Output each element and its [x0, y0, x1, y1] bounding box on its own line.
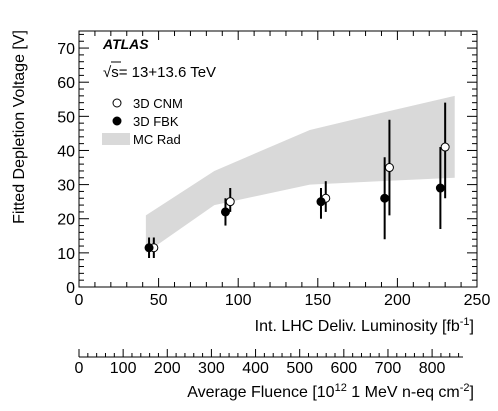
y-tick-label: 70: [57, 41, 75, 58]
mc-rad-band: [145, 95, 455, 253]
x-axis-title-sup: -1: [460, 316, 470, 328]
fluence-tick-label: 800: [419, 360, 446, 377]
mc-rad-band-layer: [145, 95, 455, 253]
y-axis-title: Fitted Depletion Voltage [V]: [11, 30, 28, 224]
point-3d-fbk: [380, 193, 390, 203]
fluence-title-sup1: 12: [335, 382, 347, 394]
legend-label-3d-fbk: 3D FBK: [133, 114, 179, 129]
fluence-tick-label: 100: [110, 360, 137, 377]
x-tick-label: 0: [75, 292, 84, 309]
fluence-title-end: ]: [470, 384, 474, 401]
y-tick-label: 10: [57, 246, 75, 263]
x-tick-label: 150: [304, 292, 331, 309]
y-tick-label: 60: [57, 75, 75, 92]
x-axis-title: Int. LHC Deliv. Luminosity [fb-1]: [255, 316, 474, 335]
y-tick-label: 0: [66, 280, 75, 297]
energy-value: s= 13+13.6 TeV: [111, 64, 216, 81]
fluence-title-prefix: Average Fluence [10: [187, 384, 334, 401]
point-3d-cnm: [225, 197, 235, 207]
fluence-tick-label: 200: [154, 360, 181, 377]
x-tick-label: 250: [464, 292, 491, 309]
point-3d-cnm: [440, 142, 450, 152]
x-axis-title-end: ]: [470, 318, 474, 335]
legend-marker-3d-cnm: [112, 98, 122, 108]
legend-label-3d-cnm: 3D CNM: [133, 96, 183, 111]
x-tick-label: 100: [225, 292, 252, 309]
point-3d-fbk: [144, 243, 154, 253]
plot-frame: [78, 30, 478, 288]
x-tick-label: 50: [150, 292, 168, 309]
fluence-tick-label: 500: [286, 360, 313, 377]
fluence-tick-label: 700: [375, 360, 402, 377]
fluence-tick-label: 300: [198, 360, 225, 377]
data-points-layer: [144, 102, 450, 258]
energy-sqrt-symbol: √: [103, 64, 112, 81]
x-axis-title-main: Int. LHC Deliv. Luminosity [fb: [255, 318, 460, 335]
point-3d-fbk: [220, 207, 230, 217]
y-tick-label: 50: [57, 109, 75, 126]
y-tick-label: 40: [57, 143, 75, 160]
legend-label-mc-rad: MC Rad: [133, 132, 181, 147]
point-3d-fbk: [316, 197, 326, 207]
y-tick-label: 20: [57, 212, 75, 229]
fluence-tick-label: 400: [242, 360, 269, 377]
x-tick-label: 200: [384, 292, 411, 309]
legend-marker-3d-fbk: [112, 116, 122, 126]
point-3d-cnm: [384, 163, 394, 173]
atlas-label: ATLAS: [102, 36, 149, 52]
fluence-axis-title: Average Fluence [1012 1 MeV n-eq cm-2]: [187, 382, 474, 401]
fluence-title-mid: 1 MeV n-eq cm: [347, 384, 460, 401]
energy-label: √s= 13+13.6 TeV: [103, 64, 216, 81]
fluence-tick-label: 0: [75, 360, 84, 377]
y-tick-label: 30: [57, 178, 75, 195]
point-3d-fbk: [435, 183, 445, 193]
fluence-axis-ticks: 0 100 200 300 400 500 600 700 800: [75, 349, 460, 377]
legend: 3D CNM 3D FBK MC Rad: [102, 96, 183, 147]
legend-marker-mc-rad: [102, 133, 130, 145]
fluence-title-sup2: -2: [460, 382, 470, 394]
main-axis-ticks: 0 50 100 150 200 250 0 10 20 30 40 50 60 70: [57, 31, 490, 309]
fluence-tick-label: 600: [330, 360, 357, 377]
